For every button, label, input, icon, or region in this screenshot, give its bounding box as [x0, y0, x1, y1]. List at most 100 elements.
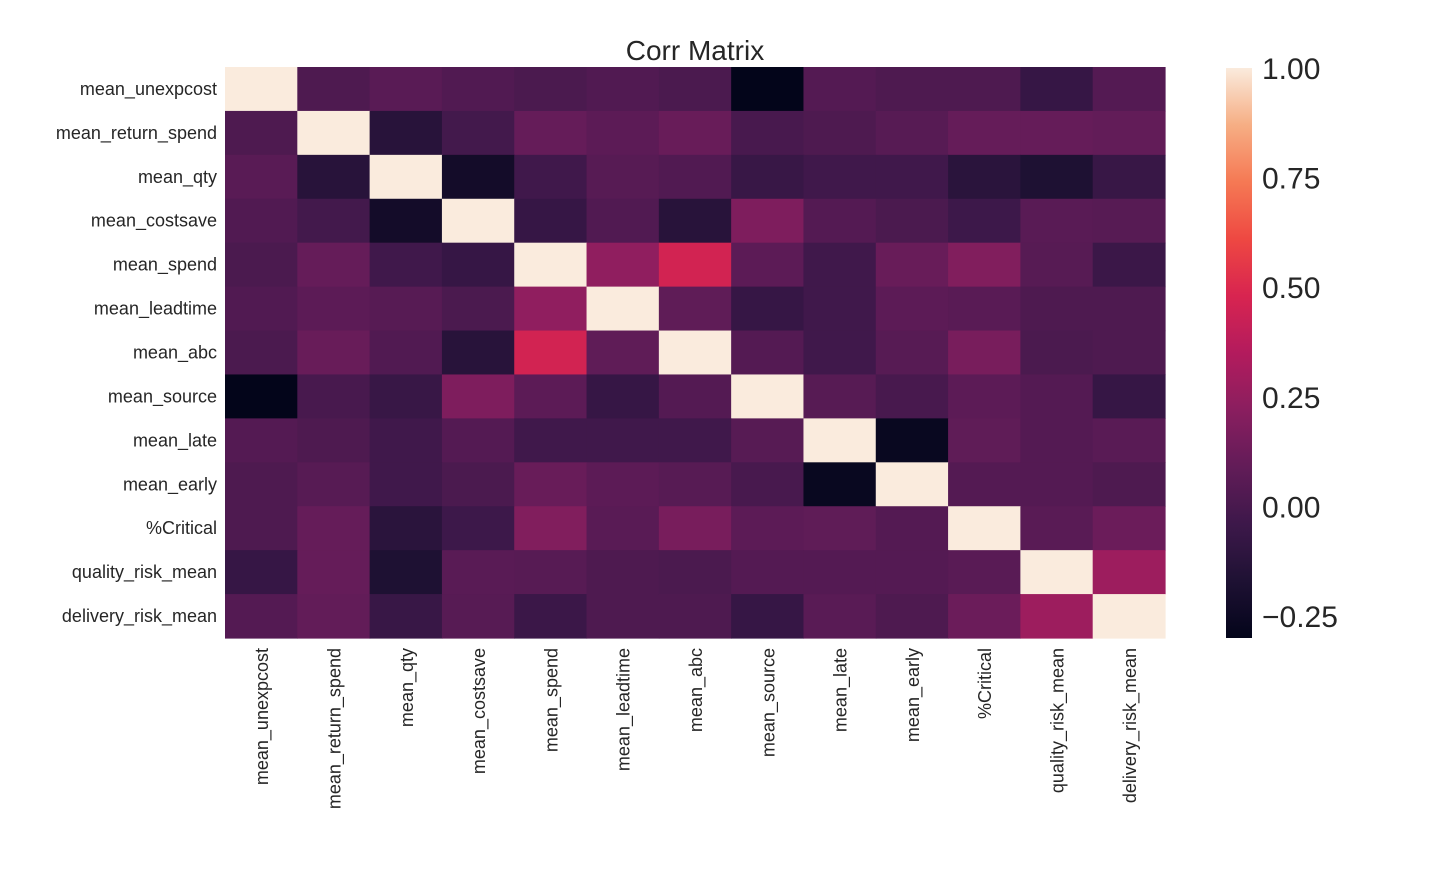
heatmap-cell — [586, 462, 660, 507]
heatmap-cell — [441, 330, 515, 376]
heatmap-cell — [803, 242, 877, 288]
heatmap-cell — [658, 330, 732, 376]
heatmap-cell — [875, 462, 949, 507]
column-label: mean_early — [903, 648, 924, 742]
heatmap-cell — [225, 286, 298, 332]
heatmap-cell — [1020, 198, 1094, 244]
heatmap-cell — [225, 242, 298, 288]
heatmap-cell — [1020, 594, 1094, 639]
heatmap-cell — [225, 506, 298, 551]
heatmap-cell — [586, 374, 660, 419]
heatmap-cell — [514, 242, 588, 288]
heatmap-cell — [441, 154, 515, 200]
heatmap-cell — [658, 462, 732, 507]
heatmap-cell — [731, 462, 805, 507]
column-labels: mean_unexpcost mean_return_spend mean_qty m… — [252, 648, 1141, 809]
heatmap-cell — [514, 374, 588, 419]
heatmap-cell — [658, 67, 732, 112]
heatmap-cell — [297, 286, 371, 332]
heatmap-cell — [948, 330, 1021, 376]
heatmap-cell — [297, 550, 371, 595]
heatmap-cell — [586, 286, 660, 332]
row-label: mean_costsave — [91, 211, 217, 232]
colorbar: 1.00 0.75 0.50 0.25 0.00 −0.25 — [1226, 53, 1338, 638]
heatmap-cell — [948, 418, 1021, 463]
heatmap-cell — [658, 198, 732, 244]
heatmap-cell — [731, 110, 805, 156]
row-label: mean_leadtime — [94, 299, 217, 320]
heatmap-cell — [441, 242, 515, 288]
heatmap-cell — [1092, 374, 1166, 419]
heatmap-cell — [803, 110, 877, 156]
heatmap-cell — [369, 67, 443, 112]
heatmap-cell — [658, 374, 732, 419]
heatmap-cell — [297, 330, 371, 376]
colorbar-tick-label: 0.25 — [1262, 382, 1320, 415]
heatmap-cell — [225, 110, 298, 156]
heatmap-cell — [514, 110, 588, 156]
heatmap-cell — [875, 198, 949, 244]
heatmap-cell — [514, 198, 588, 244]
row-label: mean_early — [123, 474, 217, 495]
heatmap-cell — [731, 67, 805, 112]
heatmap-cell — [803, 67, 877, 112]
heatmap-cell — [803, 286, 877, 332]
heatmap-cell — [441, 374, 515, 419]
heatmap-cell — [1092, 286, 1166, 332]
heatmap-cell — [514, 418, 588, 463]
heatmap-cell — [1020, 462, 1094, 507]
heatmap-cell — [731, 154, 805, 200]
heatmap-cell — [1020, 154, 1094, 200]
heatmap-cell — [875, 550, 949, 595]
heatmap-cell — [1020, 242, 1094, 288]
heatmap-cell — [586, 550, 660, 595]
heatmap-cell — [731, 374, 805, 419]
heatmap-cell — [514, 462, 588, 507]
heatmap-cell — [441, 198, 515, 244]
column-label: mean_source — [758, 648, 779, 757]
heatmap-cells — [225, 67, 1166, 639]
heatmap-cell — [297, 154, 371, 200]
heatmap-cell — [225, 550, 298, 595]
heatmap-cell — [441, 286, 515, 332]
heatmap-cell — [586, 110, 660, 156]
heatmap-cell — [1092, 67, 1166, 112]
column-label: %Critical — [975, 648, 995, 719]
column-label: mean_qty — [397, 648, 418, 727]
heatmap-cell — [586, 198, 660, 244]
heatmap-cell — [731, 198, 805, 244]
heatmap-cell — [586, 418, 660, 463]
heatmap-cell — [225, 198, 298, 244]
heatmap-cell — [369, 462, 443, 507]
heatmap-cell — [658, 286, 732, 332]
column-label: mean_leadtime — [614, 648, 635, 771]
row-label: mean_source — [108, 386, 217, 407]
heatmap-cell — [369, 418, 443, 463]
heatmap-cell — [948, 110, 1021, 156]
heatmap-cell — [369, 374, 443, 419]
heatmap-cell — [803, 418, 877, 463]
row-label: %Critical — [146, 518, 217, 538]
heatmap-cell — [369, 286, 443, 332]
column-label: mean_unexpcost — [252, 648, 273, 785]
heatmap-cell — [1020, 67, 1094, 112]
colorbar-gradient — [1226, 68, 1252, 638]
row-label: mean_return_spend — [56, 123, 217, 144]
heatmap-cell — [731, 550, 805, 595]
heatmap-cell — [875, 242, 949, 288]
heatmap-cell — [441, 594, 515, 639]
row-label: mean_abc — [133, 343, 217, 364]
row-label: mean_late — [133, 430, 217, 451]
heatmap-cell — [586, 154, 660, 200]
heatmap-cell — [514, 67, 588, 112]
heatmap-cell — [369, 110, 443, 156]
heatmap-cell — [803, 594, 877, 639]
heatmap-cell — [297, 594, 371, 639]
heatmap-cell — [441, 418, 515, 463]
heatmap-cell — [1092, 418, 1166, 463]
heatmap-cell — [1092, 330, 1166, 376]
heatmap-cell — [875, 418, 949, 463]
heatmap-cell — [658, 242, 732, 288]
heatmap-cell — [514, 550, 588, 595]
